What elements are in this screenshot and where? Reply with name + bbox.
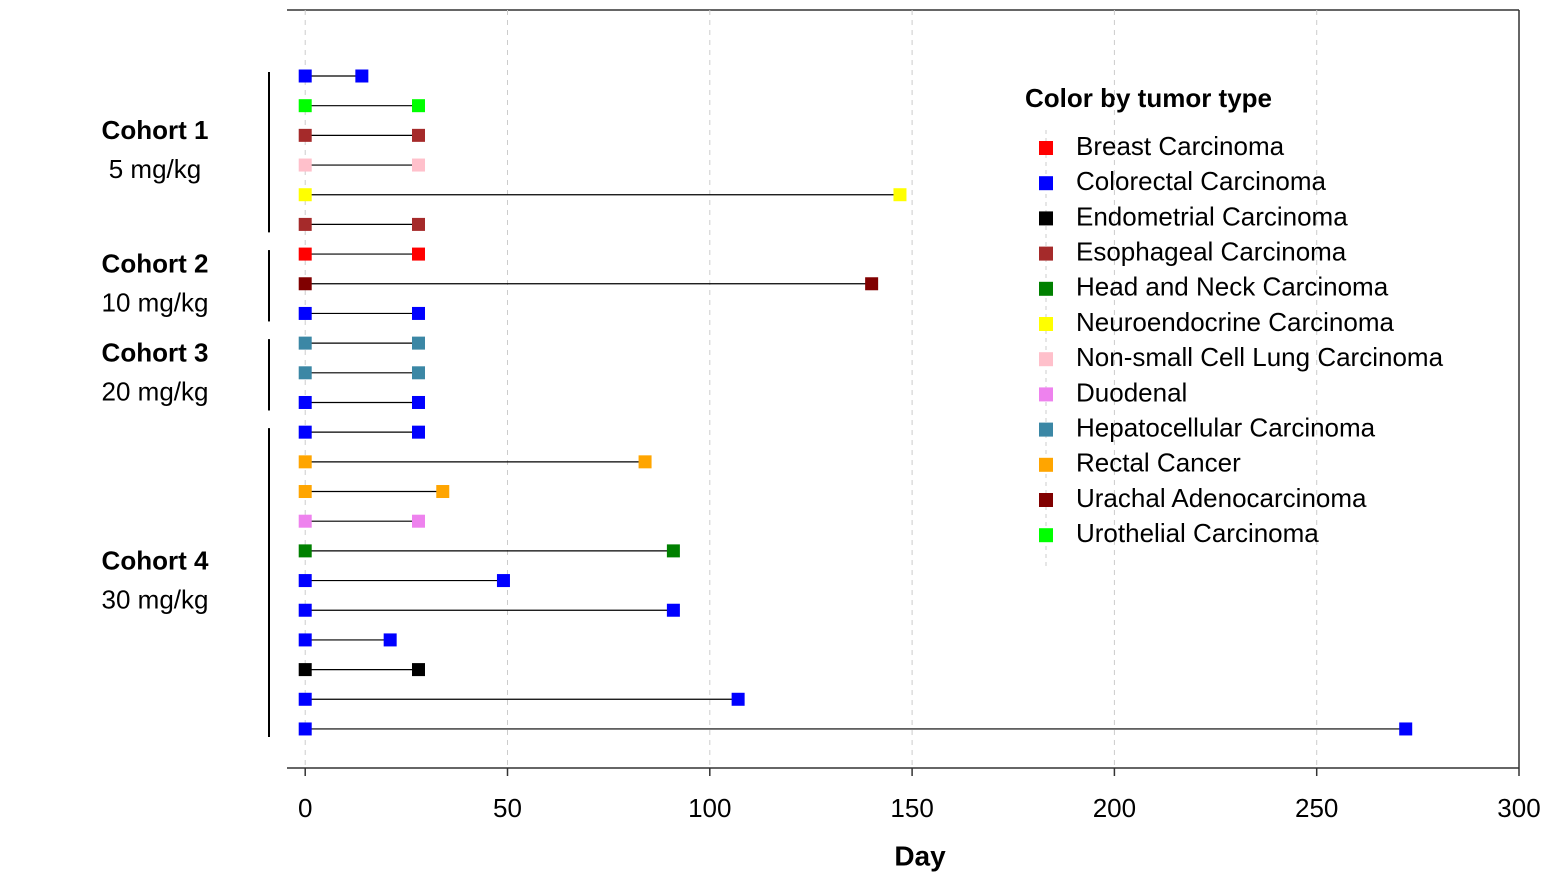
start-marker bbox=[298, 722, 312, 736]
start-marker bbox=[298, 633, 312, 647]
x-tick-label: 200 bbox=[1093, 793, 1136, 823]
end-marker bbox=[666, 544, 680, 558]
legend-swatch bbox=[1039, 246, 1053, 261]
end-marker bbox=[411, 306, 425, 320]
end-marker bbox=[731, 692, 745, 706]
start-marker bbox=[298, 663, 312, 677]
legend-label: Head and Neck Carcinoma bbox=[1076, 272, 1389, 302]
end-marker bbox=[436, 485, 450, 499]
legend-label: Esophageal Carcinoma bbox=[1076, 236, 1347, 266]
legend-label: Urachal Adenocarcinoma bbox=[1076, 483, 1367, 513]
legend-label: Endometrial Carcinoma bbox=[1076, 201, 1348, 231]
start-marker bbox=[298, 425, 312, 439]
legend-swatch bbox=[1039, 528, 1053, 543]
end-marker bbox=[411, 217, 425, 231]
start-marker bbox=[298, 514, 312, 528]
end-marker bbox=[638, 455, 652, 469]
end-marker bbox=[411, 663, 425, 677]
start-marker bbox=[298, 247, 312, 261]
end-marker bbox=[411, 247, 425, 261]
legend-label: Neuroendocrine Carcinoma bbox=[1076, 307, 1394, 337]
legend-swatch bbox=[1039, 176, 1053, 191]
start-marker bbox=[298, 217, 312, 231]
legend-swatch bbox=[1039, 387, 1053, 402]
x-tick-label: 100 bbox=[688, 793, 731, 823]
end-marker bbox=[411, 514, 425, 528]
legend-swatch bbox=[1039, 493, 1053, 507]
legend-swatch bbox=[1039, 141, 1053, 155]
x-tick-label: 0 bbox=[298, 793, 312, 823]
x-tick-label: 250 bbox=[1295, 793, 1338, 823]
start-marker bbox=[298, 336, 312, 350]
cohort-name: Cohort 3 bbox=[102, 338, 209, 368]
legend-label: Breast Carcinoma bbox=[1076, 131, 1285, 161]
start-marker bbox=[298, 188, 312, 202]
end-marker bbox=[355, 69, 369, 83]
end-marker bbox=[411, 128, 425, 142]
start-marker bbox=[298, 158, 312, 172]
start-marker bbox=[298, 574, 312, 588]
end-marker bbox=[411, 425, 425, 439]
start-marker bbox=[298, 485, 312, 499]
cohort-name: Cohort 2 bbox=[102, 249, 209, 279]
start-marker bbox=[298, 603, 312, 617]
legend-swatch bbox=[1039, 352, 1053, 367]
cohort-name: Cohort 4 bbox=[102, 545, 209, 575]
legend-label: Colorectal Carcinoma bbox=[1076, 166, 1327, 196]
start-marker bbox=[298, 544, 312, 558]
legend-label: Non-small Cell Lung Carcinoma bbox=[1076, 342, 1444, 372]
start-marker bbox=[298, 277, 312, 291]
legend-title: Color by tumor type bbox=[1025, 83, 1272, 113]
x-tick-label: 300 bbox=[1497, 793, 1540, 823]
end-marker bbox=[383, 633, 397, 647]
legend-label: Urothelial Carcinoma bbox=[1076, 518, 1319, 548]
end-marker bbox=[496, 574, 510, 588]
start-marker bbox=[298, 366, 312, 380]
start-marker bbox=[298, 69, 312, 83]
x-axis-label: Day bbox=[894, 840, 946, 871]
legend-swatch bbox=[1039, 422, 1053, 437]
end-marker bbox=[666, 603, 680, 617]
end-marker bbox=[1399, 722, 1413, 736]
end-marker bbox=[411, 99, 425, 113]
end-marker bbox=[893, 188, 907, 202]
x-tick-label: 150 bbox=[890, 793, 933, 823]
start-marker bbox=[298, 395, 312, 409]
end-marker bbox=[411, 158, 425, 172]
cohort-dose: 20 mg/kg bbox=[102, 377, 209, 407]
cohort-dose: 30 mg/kg bbox=[102, 584, 209, 614]
start-marker bbox=[298, 306, 312, 320]
legend-label: Duodenal bbox=[1076, 377, 1187, 407]
end-marker bbox=[865, 277, 879, 291]
end-marker bbox=[411, 395, 425, 409]
start-marker bbox=[298, 128, 312, 142]
x-tick-label: 50 bbox=[493, 793, 522, 823]
legend-swatch bbox=[1039, 317, 1053, 331]
start-marker bbox=[298, 455, 312, 469]
cohort-dose: 5 mg/kg bbox=[109, 154, 202, 184]
legend-swatch bbox=[1039, 457, 1053, 472]
start-marker bbox=[298, 692, 312, 706]
end-marker bbox=[411, 336, 425, 350]
end-marker bbox=[411, 366, 425, 380]
start-marker bbox=[298, 99, 312, 113]
cohort-dose: 10 mg/kg bbox=[102, 288, 209, 318]
cohort-name: Cohort 1 bbox=[102, 115, 209, 145]
legend-swatch bbox=[1039, 211, 1053, 226]
legend-label: Rectal Cancer bbox=[1076, 448, 1241, 478]
legend-swatch bbox=[1039, 281, 1053, 296]
legend-label: Hepatocellular Carcinoma bbox=[1076, 412, 1376, 442]
